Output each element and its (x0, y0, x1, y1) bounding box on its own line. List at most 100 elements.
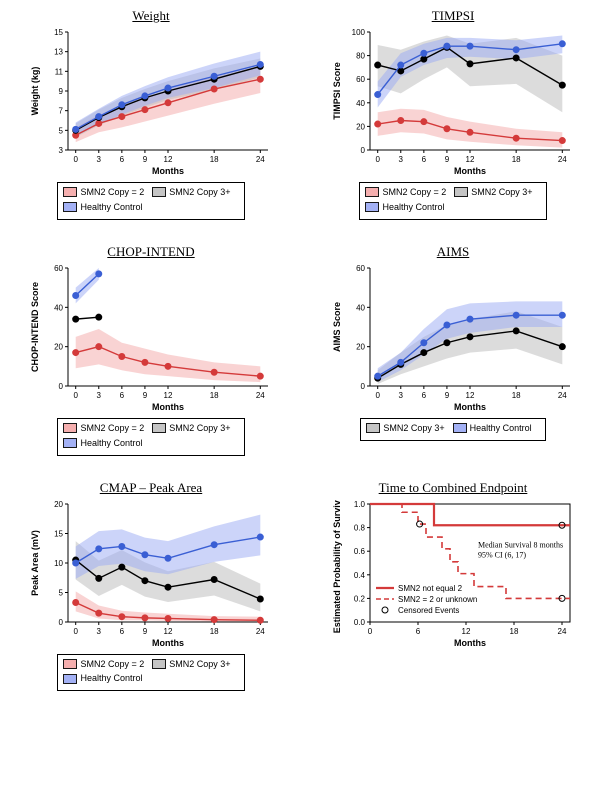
svg-text:24: 24 (256, 627, 265, 636)
legend-item: Healthy Control (63, 201, 142, 214)
svg-text:24: 24 (558, 155, 567, 164)
legend-label: SMN2 Copy = 2 (382, 186, 446, 199)
svg-text:Months: Months (454, 166, 486, 176)
svg-text:60: 60 (54, 264, 63, 273)
panel-title: Time to Combined Endpoint (379, 480, 528, 496)
svg-text:6: 6 (416, 627, 421, 636)
legend-item: Healthy Control (63, 672, 142, 685)
svg-text:20: 20 (54, 500, 63, 509)
legend-item: SMN2 Copy 3+ (152, 658, 230, 671)
svg-text:5: 5 (59, 126, 64, 135)
svg-text:Estimated Probability of Survi: Estimated Probability of Survival (332, 500, 342, 633)
legend-swatch (63, 438, 77, 448)
svg-text:0: 0 (73, 627, 78, 636)
chart-weight: 35791113150369121824MonthsWeight (kg) (26, 28, 276, 178)
legend-item: Healthy Control (453, 422, 532, 435)
svg-text:0: 0 (375, 155, 380, 164)
svg-text:6: 6 (422, 155, 427, 164)
panel-aims: AIMS02040600369121824MonthsAIMS ScoreSMN… (310, 244, 596, 456)
legend-label: SMN2 Copy 3+ (169, 186, 230, 199)
legend-label: SMN2 Copy = 2 (80, 422, 144, 435)
panel-title: Weight (132, 8, 169, 24)
svg-text:18: 18 (210, 155, 219, 164)
svg-text:0: 0 (59, 382, 64, 391)
svg-text:100: 100 (352, 28, 366, 37)
svg-text:3: 3 (59, 146, 64, 155)
legend-item: SMN2 Copy 3+ (366, 422, 444, 435)
legend-swatch (63, 423, 77, 433)
svg-text:60: 60 (356, 264, 365, 273)
svg-text:0: 0 (73, 391, 78, 400)
svg-text:3: 3 (97, 391, 102, 400)
chart-km: 0.00.20.40.60.81.006121824Median Surviva… (328, 500, 578, 650)
svg-text:AIMS Score: AIMS Score (332, 302, 342, 352)
legend-item: Healthy Control (63, 437, 142, 450)
panel-title: AIMS (437, 244, 470, 260)
legend-swatch (63, 674, 77, 684)
legend-swatch (454, 187, 468, 197)
svg-text:0: 0 (375, 391, 380, 400)
legend-swatch (63, 187, 77, 197)
legend-item: SMN2 Copy 3+ (152, 186, 230, 199)
legend-item: SMN2 Copy = 2 (63, 422, 144, 435)
svg-text:Months: Months (454, 402, 486, 412)
svg-text:6: 6 (120, 155, 125, 164)
svg-text:12: 12 (164, 155, 173, 164)
svg-text:0: 0 (368, 627, 373, 636)
legend-swatch (152, 423, 166, 433)
legend: SMN2 Copy = 2SMN2 Copy 3+Healthy Control (57, 182, 244, 220)
svg-text:Censored Events: Censored Events (398, 606, 459, 615)
legend: SMN2 Copy 3+ Healthy Control (360, 418, 545, 441)
legend-swatch (63, 202, 77, 212)
svg-text:9: 9 (143, 391, 148, 400)
panel-timpsi: TIMPSI0204060801000369121824MonthsTIMPSI… (310, 8, 596, 220)
svg-text:CHOP-INTEND Score: CHOP-INTEND Score (30, 282, 40, 372)
legend-label: Healthy Control (80, 437, 142, 450)
panel-cmap: CMAP – Peak Area051015200369121824Months… (8, 480, 294, 692)
svg-text:Months: Months (152, 638, 184, 648)
panel-title: TIMPSI (432, 8, 475, 24)
svg-text:9: 9 (445, 155, 450, 164)
legend-label: SMN2 Copy 3+ (383, 422, 444, 435)
svg-text:3: 3 (97, 627, 102, 636)
svg-text:Peak Area (mV): Peak Area (mV) (30, 530, 40, 596)
svg-text:24: 24 (256, 155, 265, 164)
legend-label: SMN2 Copy 3+ (169, 658, 230, 671)
svg-text:24: 24 (558, 627, 567, 636)
svg-text:3: 3 (399, 155, 404, 164)
panel-title: CMAP – Peak Area (100, 480, 202, 496)
svg-text:SMN2 not equal 2: SMN2 not equal 2 (398, 584, 463, 593)
svg-text:24: 24 (558, 391, 567, 400)
svg-text:Weight (kg): Weight (kg) (30, 67, 40, 116)
svg-text:40: 40 (356, 99, 365, 108)
svg-text:6: 6 (120, 391, 125, 400)
svg-text:3: 3 (97, 155, 102, 164)
legend-item: Healthy Control (365, 201, 444, 214)
svg-text:1.0: 1.0 (354, 500, 366, 509)
svg-text:60: 60 (356, 75, 365, 84)
legend-label: Healthy Control (80, 672, 142, 685)
legend-label: Healthy Control (470, 422, 532, 435)
chart-aims: 02040600369121824MonthsAIMS Score (328, 264, 578, 414)
svg-text:6: 6 (422, 391, 427, 400)
svg-text:12: 12 (466, 391, 475, 400)
svg-text:SMN2 = 2 or unknown: SMN2 = 2 or unknown (398, 595, 477, 604)
legend-swatch (365, 187, 379, 197)
svg-text:0.6: 0.6 (354, 547, 366, 556)
svg-text:95% CI (6, 17): 95% CI (6, 17) (478, 550, 526, 559)
panel-title: CHOP-INTEND (107, 244, 194, 260)
svg-text:80: 80 (356, 52, 365, 61)
svg-text:12: 12 (164, 627, 173, 636)
legend: SMN2 Copy = 2 SMN2 Copy 3+ Healthy Control (359, 182, 546, 220)
svg-text:11: 11 (55, 67, 64, 76)
svg-text:18: 18 (510, 627, 519, 636)
svg-text:0.2: 0.2 (354, 594, 366, 603)
legend-item: SMN2 Copy = 2 (365, 186, 446, 199)
svg-text:18: 18 (512, 155, 521, 164)
svg-text:9: 9 (445, 391, 450, 400)
svg-text:0: 0 (59, 618, 64, 627)
svg-text:12: 12 (462, 627, 471, 636)
svg-text:5: 5 (59, 588, 64, 597)
svg-text:0: 0 (361, 146, 366, 155)
legend-item: SMN2 Copy 3+ (454, 186, 532, 199)
